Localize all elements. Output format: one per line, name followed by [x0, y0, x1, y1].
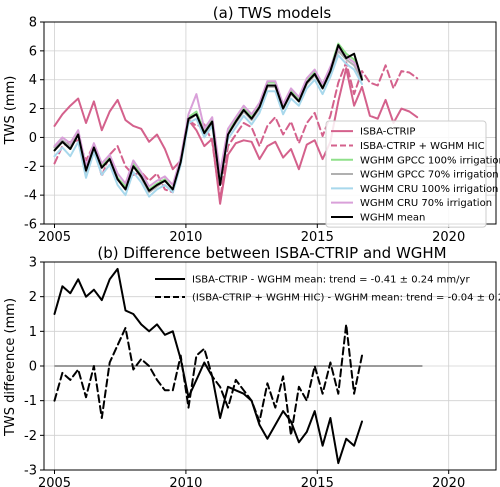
panel-b-y-tick-label: 1	[29, 325, 37, 340]
panel-a-x-tick-label: 2015	[301, 230, 334, 245]
panel-a-y-tick-label: 6	[29, 44, 37, 59]
panel-b-y-tick-label: 0	[29, 360, 37, 375]
panel-a-x-tick-label: 2020	[432, 230, 465, 245]
panel-a-axes-frame	[43, 21, 497, 225]
panel-b-title: (b) Difference between ISBA-CTRIP and WG…	[97, 244, 446, 262]
panel-b-axes-frame	[43, 261, 497, 471]
panel-a-series-line-4	[53, 54, 363, 198]
panel-a-legend-label-1: ISBA-CTRIP + WGHM HIC	[360, 141, 485, 152]
panel-a-legend-label-0: ISBA-CTRIP	[360, 127, 415, 138]
panel-a-y-tick-label: -4	[24, 189, 37, 204]
panel-b-y-tick-label: -3	[24, 464, 37, 479]
panel-a-y-tick-label: 2	[29, 102, 37, 117]
panel-a-series-line-5	[53, 47, 363, 188]
panel-b-legend: ISBA-CTRIP - WGHM mean: trend = -0.41 ± …	[155, 275, 500, 304]
panel-a-series-line-6	[53, 44, 363, 192]
panel-a-x-tick-label: 2005	[38, 230, 71, 245]
panel-a-legend-label-5: WGHM CRU 70% irrigation	[360, 198, 492, 209]
panel-a-y-axis-label: TWS (mm)	[3, 76, 18, 146]
panel-a-y-tick-label: 4	[29, 73, 37, 88]
panel-a-legend-label-4: WGHM CRU 100% irrigation	[360, 184, 498, 195]
panel-b-y-axis-label: TWS difference (mm)	[3, 298, 18, 437]
panel-b-series-line-0	[53, 267, 363, 465]
panel-b-x-tick-label: 2005	[38, 476, 71, 487]
panel-b-x-tick-label: 2020	[432, 476, 465, 487]
panel-b-legend-label-1: (ISBA-CTRIP + WGHM HIC) - WGHM mean: tre…	[192, 293, 500, 304]
panel-difference: (b) Difference between ISBA-CTRIP and WG…	[3, 244, 500, 487]
panel-b-legend-label-0: ISBA-CTRIP - WGHM mean: trend = -0.41 ± …	[192, 275, 470, 286]
panel-a-legend-label-6: WGHM mean	[360, 212, 425, 223]
panel-a-y-tick-label: 8	[29, 16, 37, 31]
panel-a-x-tick-label: 2010	[169, 230, 202, 245]
panel-tws-models: (a) TWS models TWS (mm) 2005 2010 2015 2020…	[3, 4, 500, 245]
panel-b-y-tick-label: 2	[29, 290, 37, 305]
panel-b-x-tick-label: 2015	[301, 476, 334, 487]
panel-a-legend-box	[325, 120, 487, 228]
panel-a-y-tick-label: -2	[24, 160, 37, 175]
panel-a-y-tick-label: 0	[29, 131, 37, 146]
panel-b-y-tick-label: -2	[24, 429, 37, 444]
panel-b-x-tick-label: 2010	[169, 476, 202, 487]
panel-b-y-tick-label: 3	[29, 256, 37, 271]
panel-a-series-line-1	[53, 61, 419, 201]
panel-a-legend-label-2: WGHM GPCC 100% irrigation	[360, 155, 500, 166]
panel-b-y-tick-label: -1	[24, 394, 37, 409]
panel-a-legend-label-3: WGHM GPCC 70% irrigation	[360, 170, 499, 181]
panel-a-legend: ISBA-CTRIP ISBA-CTRIP + WGHM HIC WGHM GPCC…	[325, 120, 500, 228]
panel-a-y-tick-label: -6	[24, 218, 37, 233]
panel-b-series-line-1	[53, 323, 363, 437]
panel-a-series-line-0	[53, 67, 419, 205]
panel-a-title: (a) TWS models	[213, 4, 332, 22]
